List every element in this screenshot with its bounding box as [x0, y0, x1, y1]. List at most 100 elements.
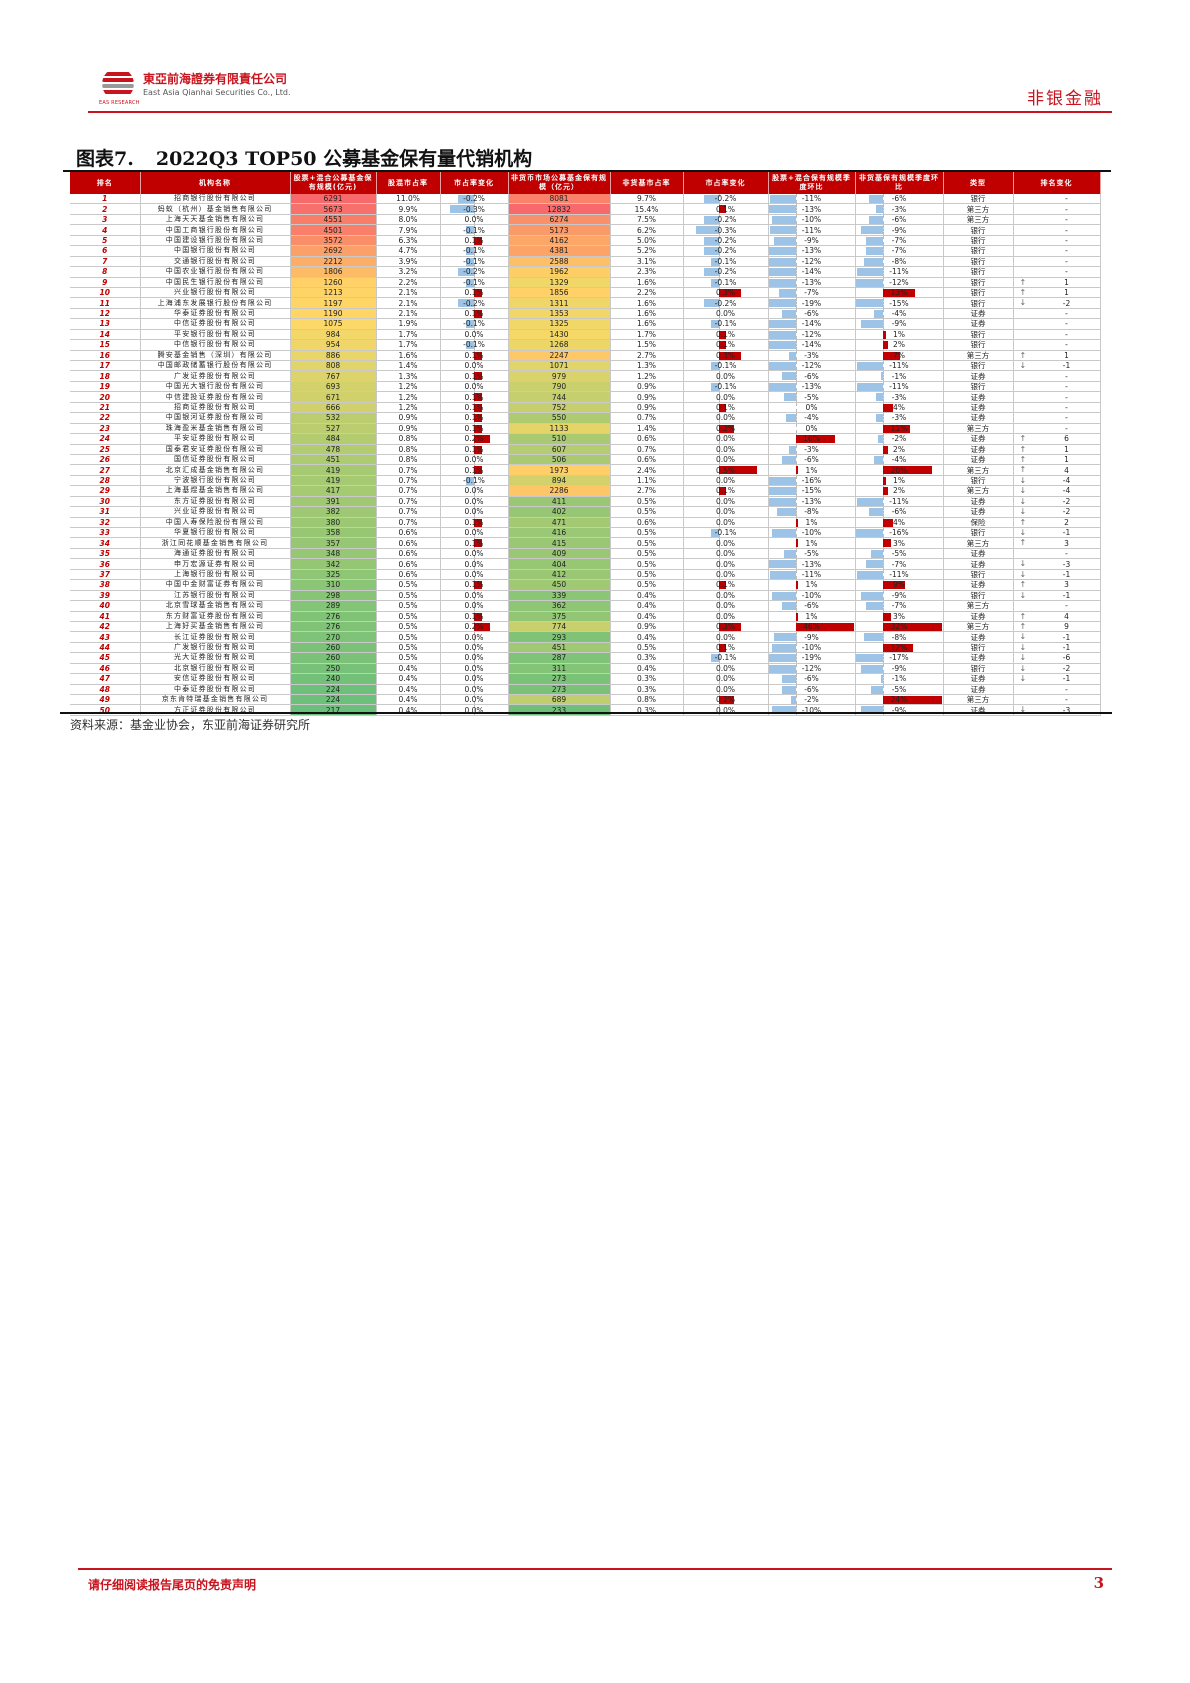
rank-change-value: -2: [1062, 298, 1071, 308]
bar-axis: [883, 507, 885, 517]
bar-axis: [796, 454, 798, 464]
equity-share-change: 0.0%: [440, 684, 509, 696]
non-money-share-change: 0.0%: [683, 569, 769, 581]
non-money-share: 1.5%: [610, 339, 684, 351]
table-row: 45 光大证券股份有限公司 260 0.5% 0.0% 287 0.3% -0.1% -19% -…: [70, 652, 1101, 664]
non-money-share: 0.8%: [610, 694, 684, 706]
negative-bar: [711, 320, 719, 329]
equity-hybrid-share: 0.4%: [376, 673, 441, 685]
non-money-share-change: 0.2%: [683, 423, 769, 435]
non-money-share: 5.0%: [610, 235, 684, 247]
bar-value: 0.5%: [715, 465, 736, 475]
institution-type: 银行: [943, 590, 1014, 602]
negative-bar: [878, 435, 884, 443]
negative-bar: [783, 393, 796, 402]
institution-type: 第三方: [943, 694, 1014, 706]
bar-value: -8%: [891, 256, 907, 266]
non-money-qoq: -15%: [855, 297, 944, 309]
non-money-qoq: -7%: [855, 600, 944, 612]
rank-change-value: -2: [1062, 507, 1071, 517]
equity-hybrid-size: 5673: [290, 203, 377, 215]
bar-value: -19%: [801, 298, 822, 308]
bar-value: -3%: [804, 350, 819, 360]
bar-value: 0.0%: [715, 674, 736, 684]
bar-axis: [796, 423, 798, 433]
negative-bar: [856, 362, 884, 370]
positive-bar: [883, 288, 915, 297]
non-money-share-change: 0.3%: [683, 621, 769, 633]
bar-value: -12%: [801, 361, 822, 371]
non-money-share-change: 0.0%: [683, 506, 769, 518]
non-money-share-change: -0.2%: [683, 214, 769, 226]
bar-value: -19%: [801, 653, 822, 663]
bar-value: -9%: [891, 705, 907, 715]
bar-value: 9%: [893, 580, 905, 590]
bar-axis: [883, 548, 885, 558]
bar-value: 0.0%: [715, 476, 736, 486]
arrow-down-icon: ↓: [1019, 653, 1027, 663]
non-money-share-change: 0.0%: [683, 496, 769, 508]
rank-change-value: -3: [1062, 705, 1071, 715]
positive-bar: [883, 341, 889, 350]
non-money-qoq: -9%: [855, 318, 944, 330]
bar-value: 0.0%: [715, 507, 736, 517]
rank-cell: 20: [70, 391, 141, 403]
bar-axis: [796, 528, 798, 537]
equity-share-change: 0.2%: [440, 621, 509, 633]
equity-qoq: -11%: [768, 194, 856, 205]
bar-axis: [883, 653, 885, 663]
bar-value: 0.0%: [464, 382, 484, 392]
positive-bar: [718, 403, 727, 412]
institution-name: 中国银河证券股份有限公司: [140, 412, 291, 424]
rank-change: ↓ -3: [1013, 558, 1101, 570]
non-money-size: 409: [508, 548, 611, 560]
bar-value: -0.1%: [463, 319, 485, 329]
bar-axis: [718, 308, 720, 318]
negative-bar: [768, 362, 797, 370]
institution-type: 银行: [943, 527, 1014, 539]
bar-value: -0.3%: [463, 204, 485, 214]
negative-bar: [768, 476, 797, 485]
bar-value: 0.2%: [464, 622, 484, 632]
positive-bar: [718, 581, 727, 590]
non-money-size: 1071: [508, 360, 611, 372]
table-row: 24 平安证券股份有限公司 484 0.8% 0.2% 510 0.6% 0.0% 16% -2%…: [70, 433, 1101, 445]
bar-axis: [796, 392, 798, 402]
equity-hybrid-size: 2212: [290, 256, 377, 268]
bar-value: 0.0%: [715, 538, 736, 548]
equity-share-change: -0.3%: [440, 203, 509, 215]
bar-axis: [883, 214, 885, 224]
non-money-share-change: 0.0%: [683, 611, 769, 622]
bar-axis: [796, 225, 798, 235]
rank-cell: 9: [70, 277, 141, 288]
equity-qoq: -7%: [768, 287, 856, 299]
positive-bar: [883, 351, 901, 360]
rank-change: ↓ -2: [1013, 506, 1101, 518]
rank-cell: 45: [70, 652, 141, 664]
non-money-share-change: -0.1%: [683, 256, 769, 268]
equity-hybrid-share: 1.3%: [376, 370, 441, 382]
bar-axis: [796, 340, 798, 350]
bar-value: -6%: [891, 194, 907, 204]
equity-qoq: -10%: [768, 590, 856, 602]
rank-cell: 37: [70, 569, 141, 581]
arrow-down-icon: ↓: [1019, 663, 1027, 673]
bar-axis: [718, 277, 720, 287]
bar-axis: [796, 601, 798, 610]
bar-axis: [718, 246, 720, 256]
non-money-qoq: -7%: [855, 245, 944, 257]
bar-value: -7%: [804, 288, 819, 298]
non-money-qoq: -2%: [855, 433, 944, 445]
negative-bar: [768, 497, 797, 506]
bar-axis: [718, 298, 720, 308]
rank-change: -: [1013, 381, 1101, 393]
negative-bar: [774, 633, 797, 642]
bar-axis: [796, 496, 798, 506]
bar-value: -9%: [804, 235, 819, 245]
institution-name: 中国民生银行股份有限公司: [140, 277, 291, 288]
bar-axis: [718, 371, 720, 381]
bar-axis: [474, 381, 475, 391]
bar-value: -0.1%: [714, 319, 737, 329]
bar-value: -0.2%: [714, 215, 737, 225]
institution-type: 证券: [943, 673, 1014, 685]
